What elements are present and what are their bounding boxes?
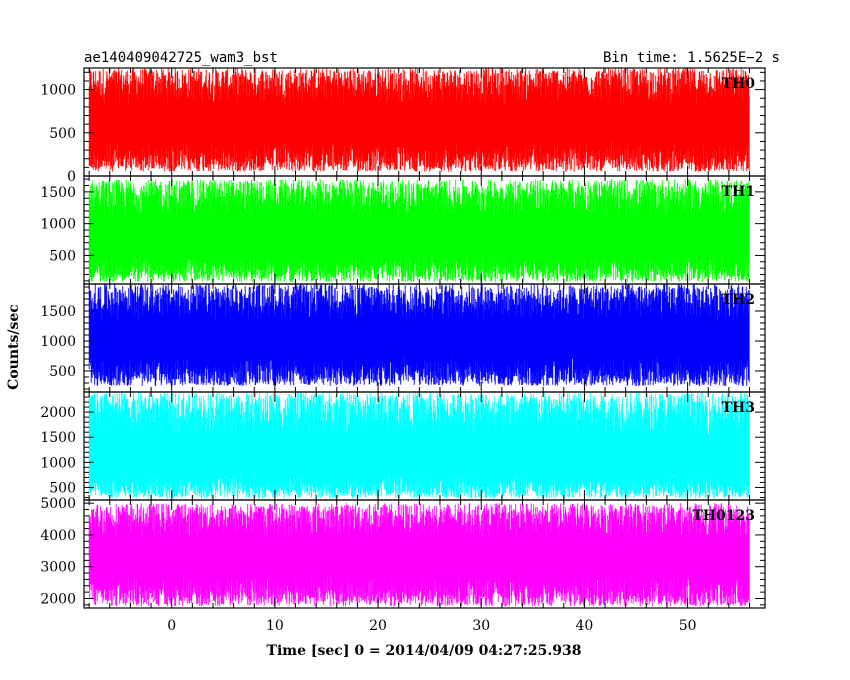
y-tick-label: 2000 [40,405,76,421]
y-tick-label: 4000 [40,528,76,544]
x-axis-label: Time [sec] 0 = 2014/04/09 04:27:25.938 [267,643,582,659]
y-tick-label: 0 [67,169,76,185]
x-tick-label: 30 [472,618,490,634]
panel-th2: 500 1000 1500 TH2 [40,283,766,393]
y-tick-label: 5000 [40,496,76,512]
y-tick-label: 1000 [40,83,76,99]
y-tick-label: 1000 [40,455,76,471]
y-tick-label: 500 [49,248,76,264]
x-tick-label: 10 [266,618,284,634]
y-tick-label: 1500 [40,185,76,201]
y-tick-label: 1000 [40,217,76,233]
panel-label-th0123: TH0123 [692,508,755,524]
panel-th1: 500 1000 1500 TH1 [40,175,766,285]
x-tick-label: 40 [576,618,594,634]
series-th2 [88,284,750,386]
series-th1 [88,179,750,283]
y-tick-label: 500 [49,126,76,142]
panel-th0123: 2000 3000 4000 5000 TH0123 [40,496,766,609]
y-tick-label: 1500 [40,304,76,320]
panel-label-th1: TH1 [722,184,755,200]
panel-th0: 0 500 1000 TH0 [40,67,766,185]
bin-time-label: Bin time: 1.5625E−2 s [603,50,780,66]
x-tick-label: 50 [679,618,697,634]
y-tick-label: 2000 [40,591,76,607]
y-tick-label: 1000 [40,334,76,350]
panel-label-th2: TH2 [722,292,755,308]
series-th3 [88,392,750,499]
y-tick-label: 500 [49,364,76,380]
chart-title: ae140409042725_wam3_bst [84,50,278,66]
y-axis-label: Counts/sec [6,304,22,390]
series-th0123 [88,503,750,607]
y-tick-label: 500 [49,480,76,496]
panel-label-th0: TH0 [722,76,756,92]
x-tick-label: 0 [167,618,176,634]
y-tick-label: 3000 [40,560,76,576]
panel-label-th3: TH3 [722,400,755,416]
panel-th3: 500 1000 1500 2000 TH3 [40,391,766,501]
series-th0 [88,68,750,172]
x-tick-label: 20 [369,618,387,634]
y-tick-label: 1500 [40,430,76,446]
